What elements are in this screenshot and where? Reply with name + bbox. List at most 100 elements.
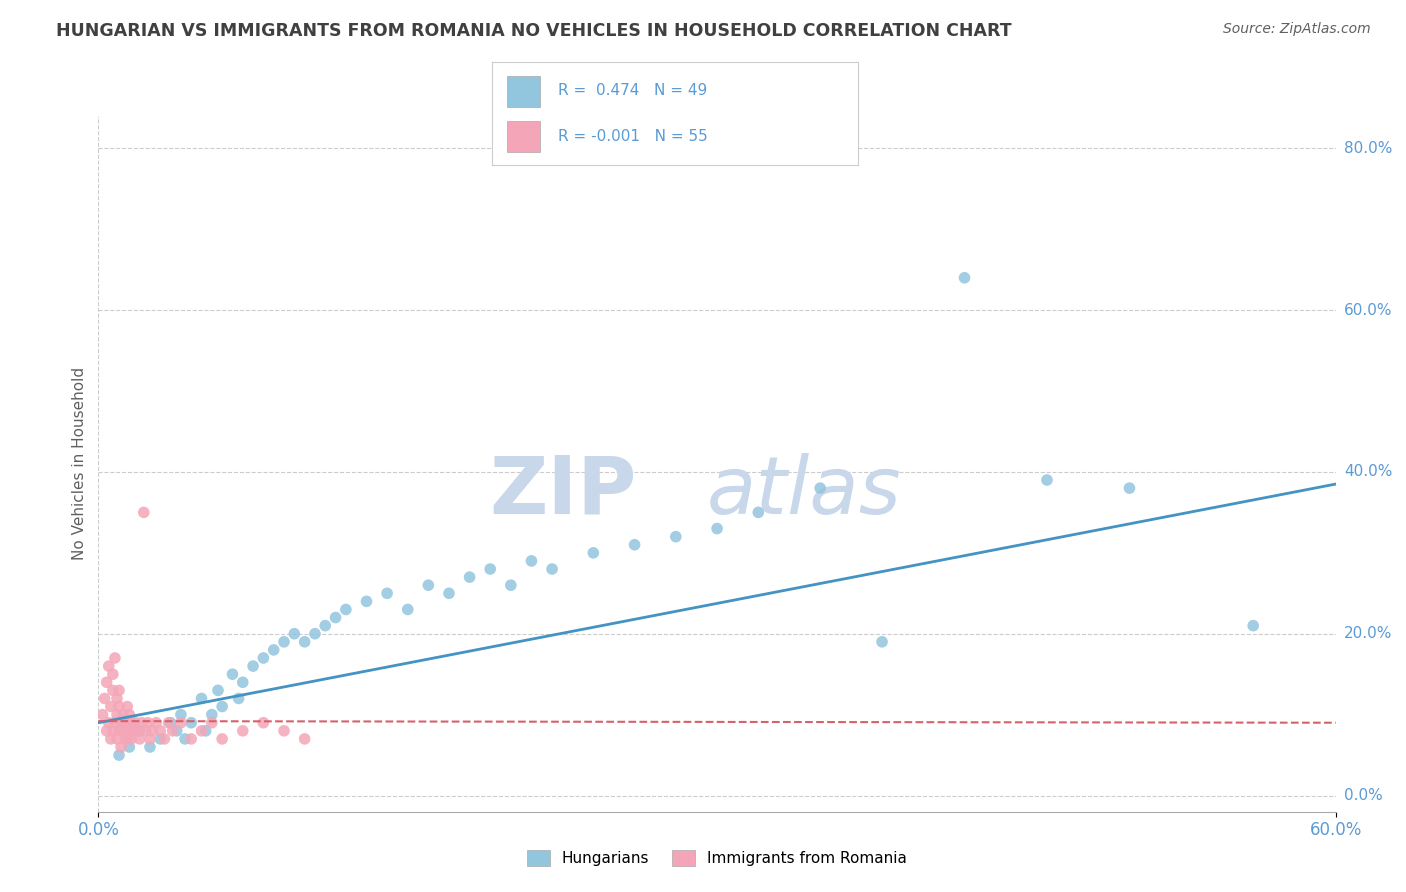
Point [242,659,264,673]
Point [170,715,193,730]
Point [375,586,398,600]
Point [201,707,224,722]
Point [283,626,305,640]
Point [335,602,357,616]
Point [117,699,139,714]
Point [520,554,543,568]
Text: R = -0.001   N = 55: R = -0.001 N = 55 [558,128,707,144]
Text: Source: ZipAtlas.com: Source: ZipAtlas.com [1223,22,1371,37]
Point [273,723,295,738]
Point [139,731,162,746]
Point [100,731,122,746]
Point [458,570,481,584]
Point [808,481,831,495]
Point [149,731,172,746]
Point [101,667,124,681]
Point [96,675,118,690]
Point [166,723,188,738]
Point [128,723,150,738]
Point [110,739,132,754]
Point [101,723,124,738]
Point [93,691,115,706]
Point [437,586,460,600]
Point [118,707,141,722]
Point [91,707,114,722]
Point [114,715,136,730]
Text: 20.0%: 20.0% [1344,626,1392,641]
Point [149,723,172,738]
Point [114,731,136,746]
Point [252,715,274,730]
Point [112,707,135,722]
Point [314,618,336,632]
Point [221,667,243,681]
Point [124,715,146,730]
Point [136,715,159,730]
Text: atlas: atlas [706,452,901,531]
Text: 40.0%: 40.0% [1344,465,1392,479]
Point [418,578,440,592]
Text: R =  0.474   N = 49: R = 0.474 N = 49 [558,83,707,97]
Point [145,715,167,730]
Point [117,731,139,746]
Point [294,731,316,746]
Point [194,723,217,738]
Text: 80.0%: 80.0% [1344,141,1392,156]
Point [122,723,145,738]
Point [211,699,233,714]
Point [128,731,150,746]
Point [131,715,153,730]
Point [157,715,180,730]
Point [180,731,202,746]
Point [706,522,728,536]
Point [159,715,181,730]
Point [953,270,976,285]
Point [139,739,162,754]
Point [207,683,229,698]
Point [294,635,316,649]
Point [228,691,250,706]
Point [870,635,893,649]
Point [263,643,285,657]
Point [108,748,131,763]
Point [101,683,124,698]
Point [252,651,274,665]
Point [1036,473,1059,487]
Text: 60.0%: 60.0% [1344,302,1392,318]
Point [105,691,128,706]
Point [304,626,326,640]
Point [108,683,131,698]
Point [135,723,157,738]
FancyBboxPatch shape [506,76,540,106]
Point [97,659,120,673]
Point [170,707,193,722]
Text: ZIP: ZIP [489,452,637,531]
Point [479,562,502,576]
Point [127,723,149,738]
Y-axis label: No Vehicles in Household: No Vehicles in Household [72,368,87,560]
Point [201,715,224,730]
Point [623,538,645,552]
Point [541,562,564,576]
Point [105,707,128,722]
Point [499,578,522,592]
Point [104,651,127,665]
Text: 0.0%: 0.0% [1344,788,1382,803]
Point [582,546,605,560]
Point [747,505,769,519]
Point [118,723,141,738]
Point [100,699,122,714]
Point [162,723,184,738]
Point [190,723,212,738]
Text: HUNGARIAN VS IMMIGRANTS FROM ROMANIA NO VEHICLES IN HOUSEHOLD CORRELATION CHART: HUNGARIAN VS IMMIGRANTS FROM ROMANIA NO … [56,22,1012,40]
Point [141,723,163,738]
Point [325,610,347,624]
Point [110,715,132,730]
Point [118,739,141,754]
Point [153,731,176,746]
Point [96,723,118,738]
Point [180,715,202,730]
Point [1118,481,1140,495]
Point [232,723,254,738]
Point [108,699,131,714]
